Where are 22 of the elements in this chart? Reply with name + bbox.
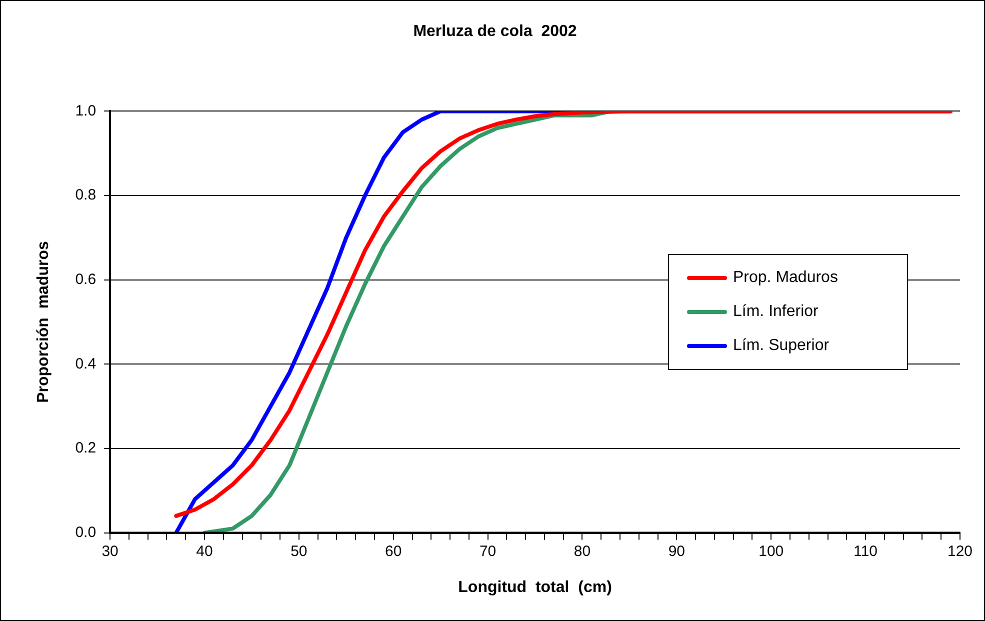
y-tick-label: 0.0 [75,524,96,541]
y-axis-title: Proporción maduros [35,241,52,403]
legend-label: Prop. Maduros [733,269,838,287]
x-tick-label: 60 [385,542,402,560]
y-tick-label: 0.2 [75,440,96,457]
x-tick-label: 80 [574,542,591,560]
x-tick-label: 100 [758,542,784,560]
legend-label: Lím. Inferior [733,303,818,321]
chart-title: Merluza de cola 2002 [413,23,577,40]
x-tick-label: 90 [668,542,686,560]
x-tick-label: 30 [102,542,118,560]
y-tick-label: 1.0 [75,102,96,120]
x-tick-label: 70 [479,542,496,560]
x-tick-label: 50 [290,542,308,560]
x-tick-label: 110 [854,542,878,560]
legend-label: Lím. Superior [733,337,830,355]
x-tick-label: 40 [196,542,213,560]
x-axis-title: Longitud total (cm) [458,578,612,596]
y-tick-label: 0.6 [75,270,96,288]
y-tick-label: 0.4 [75,355,96,372]
x-tick-label: 120 [947,542,973,560]
y-tick-label: 0.8 [75,186,96,204]
